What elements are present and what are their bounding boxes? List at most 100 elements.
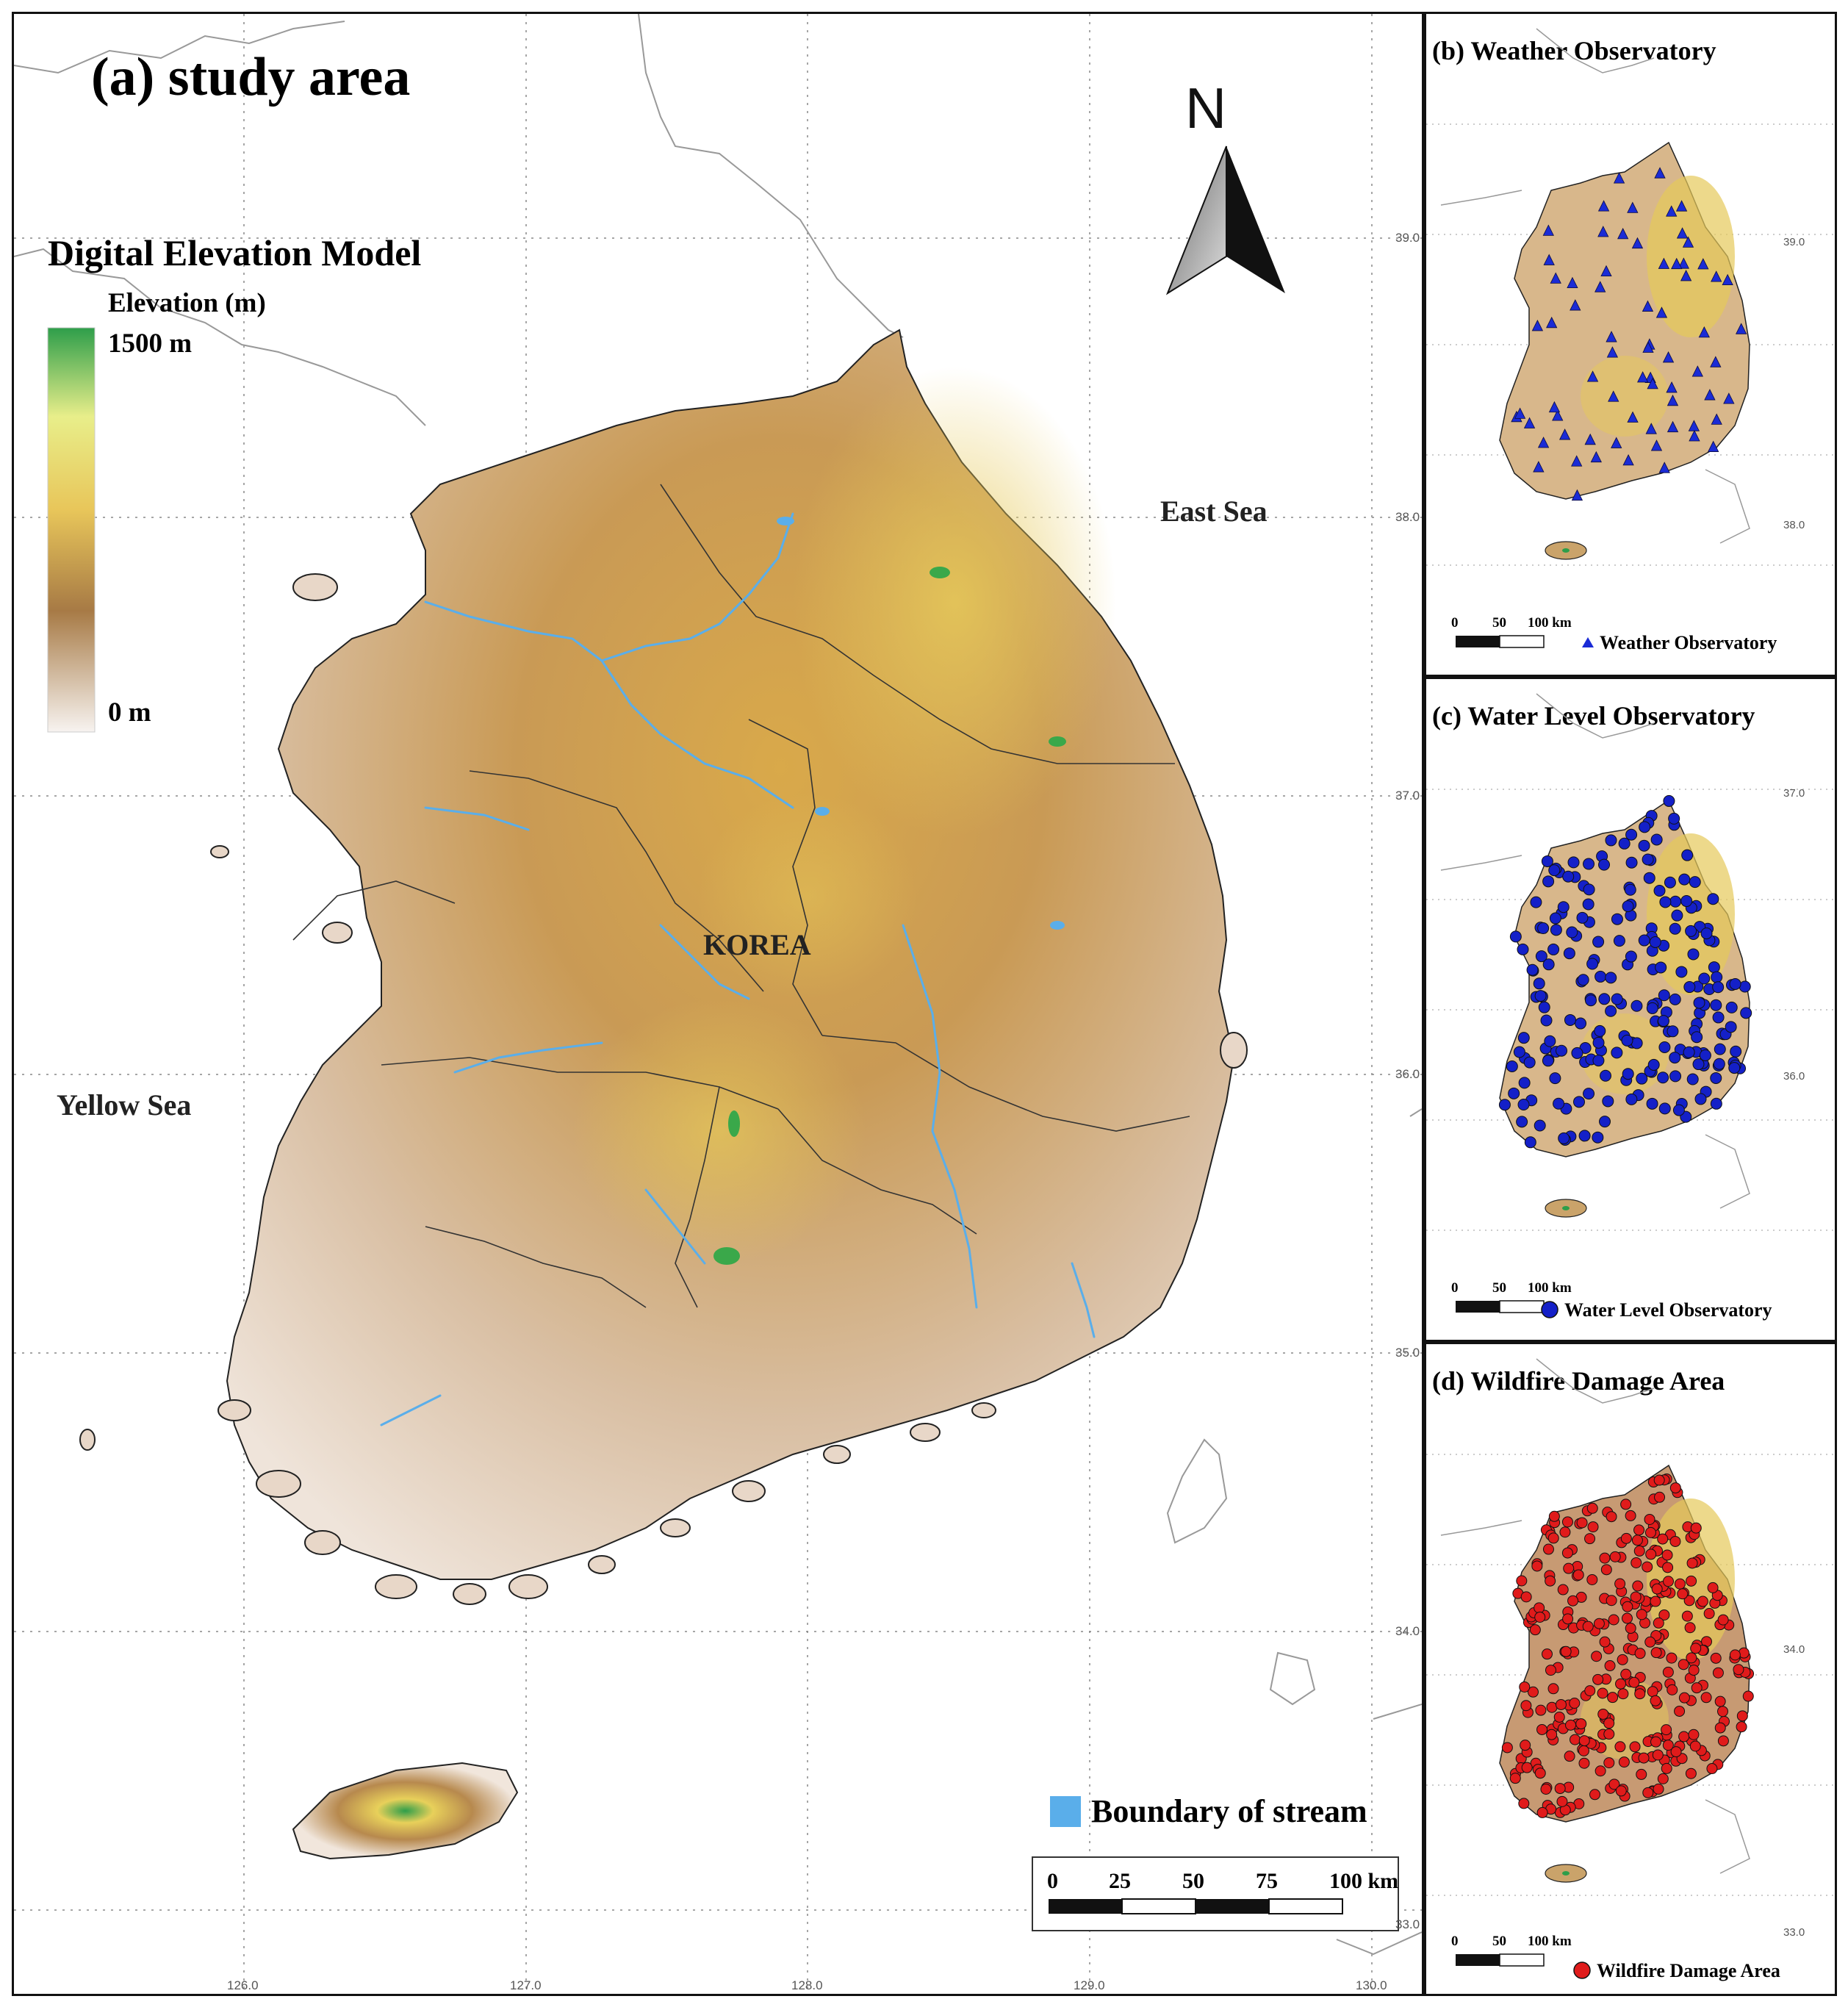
water-level-station-marker [1657, 1015, 1669, 1027]
weather-station-marker [1654, 167, 1666, 179]
wildfire-point-marker [1654, 1491, 1666, 1503]
weather-station-marker [1611, 437, 1622, 448]
wildfire-point-marker [1631, 1535, 1643, 1546]
water-level-station-marker [1498, 1099, 1511, 1111]
water-level-station-marker [1622, 1068, 1634, 1080]
water-level-station-marker [1671, 909, 1683, 922]
wildfire-point-marker [1667, 1684, 1678, 1695]
svg-text:37.0: 37.0 [1783, 787, 1805, 800]
wildfire-point-marker [1636, 1768, 1647, 1780]
wildfire-point-marker [1742, 1690, 1754, 1702]
wildfire-point-marker [1561, 1547, 1573, 1559]
korea-mainland [79, 329, 1248, 1605]
water-level-station-marker [1639, 821, 1651, 833]
wildfire-point-marker [1534, 1602, 1545, 1614]
water-level-station-marker [1540, 1014, 1553, 1027]
svg-text:36.0: 36.0 [1783, 1070, 1805, 1083]
wildfire-point-marker [1661, 1724, 1672, 1736]
water-level-station-marker [1592, 936, 1605, 948]
inset-d-markers [1501, 1473, 1755, 1818]
weather-station-marker [1606, 331, 1617, 342]
water-level-station-marker [1646, 1002, 1658, 1014]
water-level-station-marker [1571, 1047, 1583, 1059]
scale-label-75: 75 [1256, 1869, 1278, 1893]
water-level-station-marker [1585, 994, 1597, 1007]
svg-text:100 km: 100 km [1528, 615, 1572, 631]
wildfire-point-marker [1555, 1698, 1567, 1710]
wildfire-point-marker [1604, 1660, 1616, 1672]
jeju-island [292, 1762, 519, 1860]
wildfire-point-marker [1706, 1763, 1718, 1775]
stream-legend-label: Boundary of stream [1091, 1793, 1367, 1829]
inset-weather-observatory: (b) Weather Observatory 39.0 38.0 0 50 1… [1424, 12, 1837, 677]
water-level-station-marker [1700, 927, 1713, 940]
svg-text:0: 0 [1451, 615, 1459, 631]
scale-label-100km: 100 km [1329, 1869, 1398, 1893]
weather-station-marker [1627, 411, 1639, 423]
svg-text:128.0: 128.0 [791, 1978, 823, 1992]
yellow-sea-label: Yellow Sea [57, 1088, 191, 1121]
weather-station-marker [1650, 439, 1663, 451]
weather-station-marker [1671, 257, 1683, 270]
wildfire-point-marker [1608, 1779, 1620, 1790]
water-level-station-marker [1564, 1013, 1576, 1026]
weather-station-marker [1691, 365, 1703, 377]
water-level-station-marker [1562, 870, 1575, 883]
water-level-station-marker [1533, 977, 1545, 990]
water-level-station-marker [1575, 1017, 1587, 1030]
wildfire-point-marker [1691, 1682, 1703, 1694]
wildfire-point-marker [1518, 1798, 1530, 1809]
wildfire-point-marker [1717, 1614, 1729, 1626]
water-level-station-marker [1663, 794, 1675, 807]
water-level-station-marker [1535, 950, 1547, 963]
wildfire-point-marker [1575, 1718, 1587, 1730]
svg-text:50: 50 [1492, 1280, 1506, 1296]
wildfire-point-marker [1520, 1591, 1532, 1603]
wildfire-point-marker [1521, 1762, 1533, 1773]
wildfire-point-marker [1651, 1583, 1663, 1595]
water-level-station-marker [1713, 1058, 1725, 1070]
weather-station-marker [1542, 224, 1554, 236]
wildfire-point-marker [1622, 1601, 1633, 1612]
weather-station-marker [1617, 228, 1629, 240]
water-level-station-marker [1534, 990, 1547, 1002]
wildfire-point-marker [1620, 1498, 1632, 1510]
water-level-station-marker [1669, 1070, 1682, 1083]
water-level-station-marker [1542, 958, 1555, 971]
water-level-station-marker [1625, 1093, 1638, 1105]
weather-station-marker [1678, 257, 1689, 269]
water-level-station-marker [1710, 1097, 1722, 1110]
water-level-station-marker [1710, 999, 1722, 1011]
wildfire-point-marker [1569, 1734, 1581, 1745]
weather-station-marker [1711, 413, 1722, 425]
wildfire-point-marker [1606, 1511, 1617, 1523]
wildfire-point-marker [1561, 1516, 1573, 1528]
weather-station-marker [1600, 265, 1612, 277]
water-level-station-marker [1638, 934, 1650, 947]
wildfire-point-marker [1669, 1535, 1681, 1547]
wildfire-point-marker [1653, 1474, 1665, 1486]
wildfire-point-marker [1542, 1543, 1554, 1555]
inset-d-legend: Wildfire Damage Area [1597, 1960, 1780, 1981]
water-level-station-marker [1592, 1036, 1605, 1049]
inset-b-svg: (b) Weather Observatory 39.0 38.0 0 50 1… [1426, 28, 1835, 653]
wildfire-point-marker [1633, 1545, 1645, 1557]
svg-text:100 km: 100 km [1528, 1934, 1572, 1949]
water-level-station-marker [1710, 1072, 1722, 1084]
wildfire-point-marker [1650, 1596, 1661, 1607]
water-level-station-marker [1517, 1032, 1530, 1044]
water-level-station-marker [1730, 1045, 1742, 1058]
svg-text:50: 50 [1492, 615, 1506, 631]
wildfire-point-marker [1653, 1783, 1664, 1795]
water-level-station-marker [1725, 1001, 1738, 1013]
water-level-station-marker [1548, 864, 1561, 877]
wildfire-point-marker [1516, 1575, 1528, 1587]
wildfire-point-marker [1628, 1676, 1640, 1688]
weather-station-marker [1597, 226, 1609, 237]
weather-station-marker [1571, 455, 1583, 467]
svg-text:130.0: 130.0 [1356, 1978, 1387, 1992]
weather-station-marker [1550, 272, 1561, 284]
wildfire-point-marker [1527, 1686, 1539, 1698]
wildfire-point-marker [1509, 1773, 1521, 1784]
weather-station-marker [1636, 371, 1649, 383]
